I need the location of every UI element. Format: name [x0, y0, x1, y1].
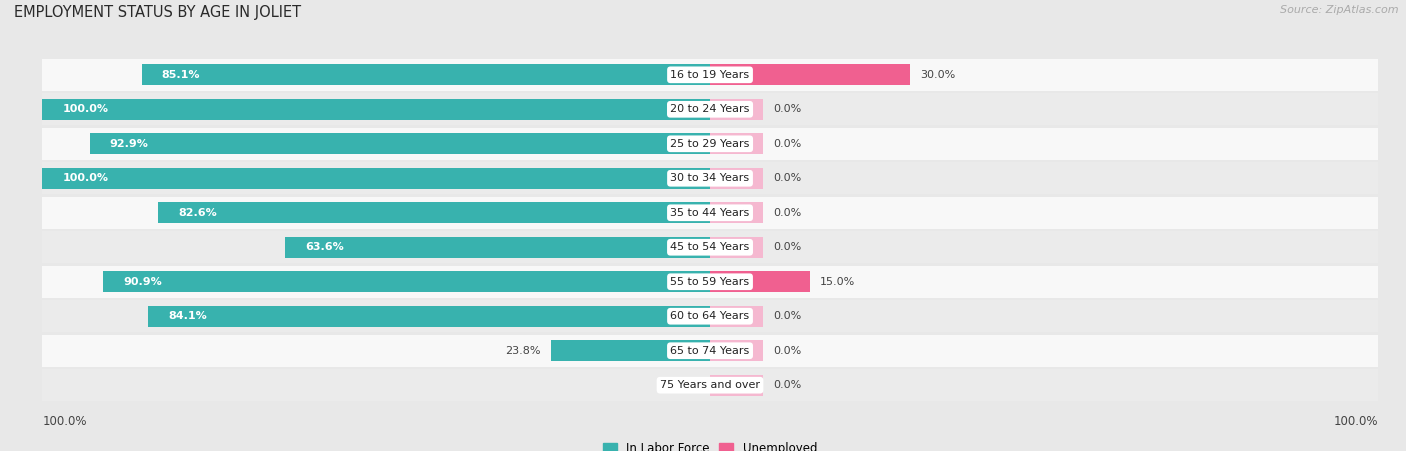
Text: 30.0%: 30.0% [921, 70, 956, 80]
Bar [42, 168, 710, 189]
Bar [42, 266, 1378, 298]
Bar [710, 272, 810, 292]
Bar [42, 231, 1378, 263]
Bar [710, 306, 763, 327]
Text: Source: ZipAtlas.com: Source: ZipAtlas.com [1281, 5, 1399, 14]
Text: 35 to 44 Years: 35 to 44 Years [671, 208, 749, 218]
Bar [159, 202, 710, 223]
Text: 60 to 64 Years: 60 to 64 Years [671, 311, 749, 321]
Bar [710, 202, 763, 223]
Text: 0.0%: 0.0% [773, 311, 801, 321]
Bar [90, 133, 710, 154]
Bar [42, 99, 710, 120]
Text: 0.0%: 0.0% [773, 346, 801, 356]
Bar [42, 128, 1378, 160]
Text: 100.0%: 100.0% [62, 173, 108, 183]
Bar [710, 237, 763, 258]
Bar [42, 93, 1378, 125]
Text: 85.1%: 85.1% [162, 70, 200, 80]
Bar [42, 59, 1378, 91]
Bar [710, 168, 763, 189]
Bar [42, 197, 1378, 229]
Text: 45 to 54 Years: 45 to 54 Years [671, 242, 749, 252]
Bar [285, 237, 710, 258]
Bar [103, 272, 710, 292]
Text: 90.9%: 90.9% [122, 277, 162, 287]
Text: 23.8%: 23.8% [506, 346, 541, 356]
Text: 100.0%: 100.0% [62, 104, 108, 114]
Bar [42, 335, 1378, 367]
Bar [710, 375, 763, 396]
Text: EMPLOYMENT STATUS BY AGE IN JOLIET: EMPLOYMENT STATUS BY AGE IN JOLIET [14, 5, 301, 19]
Text: 0.0%: 0.0% [773, 242, 801, 252]
Text: 65 to 74 Years: 65 to 74 Years [671, 346, 749, 356]
Bar [149, 306, 710, 327]
Text: 30 to 34 Years: 30 to 34 Years [671, 173, 749, 183]
Bar [710, 99, 763, 120]
Bar [42, 369, 1378, 401]
Text: 0.0%: 0.0% [773, 104, 801, 114]
Text: 0.0%: 0.0% [773, 380, 801, 390]
Text: 0.0%: 0.0% [773, 208, 801, 218]
Text: 82.6%: 82.6% [179, 208, 217, 218]
Bar [710, 64, 911, 85]
Bar [42, 300, 1378, 332]
Text: 55 to 59 Years: 55 to 59 Years [671, 277, 749, 287]
Text: 63.6%: 63.6% [305, 242, 344, 252]
Legend: In Labor Force, Unemployed: In Labor Force, Unemployed [598, 437, 823, 451]
Bar [42, 162, 1378, 194]
Bar [710, 133, 763, 154]
Text: 75 Years and over: 75 Years and over [659, 380, 761, 390]
Text: 0.0%: 0.0% [773, 173, 801, 183]
Text: 100.0%: 100.0% [1333, 415, 1378, 428]
Text: 25 to 29 Years: 25 to 29 Years [671, 139, 749, 149]
Text: 100.0%: 100.0% [42, 415, 87, 428]
Text: 0.0%: 0.0% [672, 380, 700, 390]
Text: 16 to 19 Years: 16 to 19 Years [671, 70, 749, 80]
Text: 0.0%: 0.0% [773, 139, 801, 149]
Text: 92.9%: 92.9% [110, 139, 149, 149]
Text: 84.1%: 84.1% [169, 311, 207, 321]
Text: 15.0%: 15.0% [820, 277, 855, 287]
Text: 20 to 24 Years: 20 to 24 Years [671, 104, 749, 114]
Bar [551, 341, 710, 361]
Bar [142, 64, 710, 85]
Bar [710, 341, 763, 361]
